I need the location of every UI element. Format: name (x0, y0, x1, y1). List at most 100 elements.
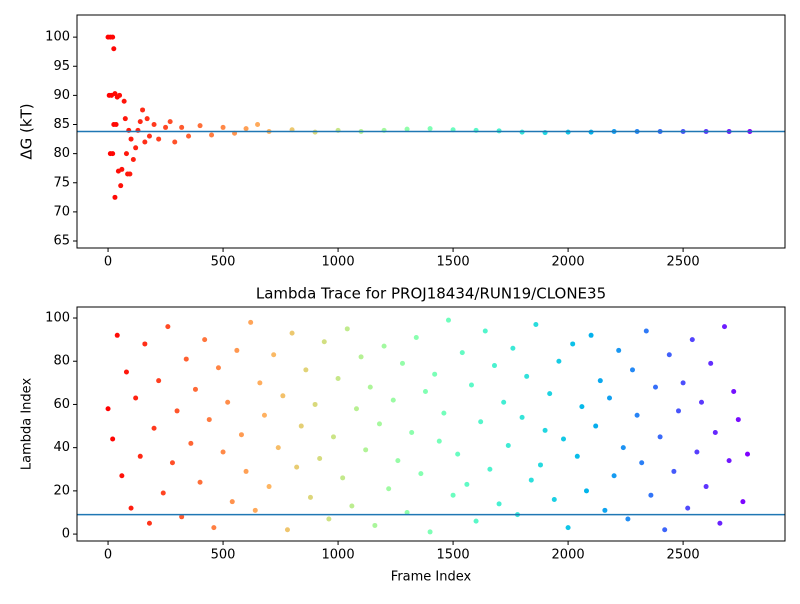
point (202, 337, 208, 343)
point (537, 462, 543, 468)
x-tick-label: 0 (104, 548, 112, 563)
point (491, 363, 497, 369)
point (133, 395, 139, 401)
point (118, 183, 124, 189)
point (482, 328, 488, 334)
point (533, 322, 539, 328)
point (593, 423, 599, 429)
point (441, 410, 447, 416)
point (349, 503, 355, 509)
point (399, 360, 405, 366)
y-tick-label: 75 (53, 175, 70, 190)
point (110, 436, 116, 442)
point (110, 151, 116, 157)
point (629, 367, 635, 373)
point (478, 419, 484, 425)
point (689, 337, 695, 343)
point (123, 151, 129, 157)
point (418, 471, 424, 477)
point (280, 393, 286, 399)
y-tick-label: 80 (53, 354, 70, 369)
point (271, 352, 277, 358)
point (620, 445, 626, 451)
point (163, 124, 169, 130)
point (395, 458, 401, 464)
point (731, 388, 737, 394)
x-tick-label: 500 (211, 255, 236, 270)
point (298, 423, 304, 429)
point (703, 484, 709, 490)
point (666, 352, 672, 358)
axes-frame (76, 306, 786, 542)
point (422, 388, 428, 394)
point (404, 126, 410, 132)
point (519, 414, 525, 420)
point (112, 194, 118, 200)
point (128, 136, 134, 142)
x-tick-label: 1500 (437, 255, 470, 270)
point (694, 449, 700, 455)
point (123, 369, 129, 375)
point (712, 430, 718, 436)
point (261, 412, 267, 418)
chart-title: Lambda Trace for PROJ18434/RUN19/CLONE35 (256, 285, 606, 303)
x-tick-label: 2000 (552, 255, 585, 270)
point (722, 324, 728, 330)
point (652, 384, 658, 390)
point (685, 505, 691, 511)
point (142, 341, 148, 347)
point (303, 367, 309, 373)
x-tick-label: 2000 (552, 548, 585, 563)
x-axis-label: Frame Index (391, 570, 472, 585)
point (215, 365, 221, 371)
point (183, 356, 189, 362)
point (505, 442, 511, 448)
point (206, 417, 212, 423)
point (372, 522, 378, 528)
y-tick-label: 65 (53, 234, 70, 249)
point (611, 473, 617, 479)
point (436, 438, 442, 444)
point (524, 373, 530, 379)
point (404, 509, 410, 515)
point (634, 412, 640, 418)
point (165, 324, 171, 330)
point (105, 406, 111, 412)
point (717, 520, 723, 526)
point (432, 371, 438, 377)
point (583, 488, 589, 494)
point (455, 451, 461, 457)
point (192, 386, 198, 392)
point (211, 525, 217, 531)
point (128, 505, 134, 511)
x-tick-label: 2500 (667, 255, 700, 270)
point (487, 466, 493, 472)
point (113, 122, 119, 128)
point (735, 417, 741, 423)
point (556, 358, 562, 364)
point (127, 171, 133, 177)
point (445, 317, 451, 323)
x-tick-label: 500 (211, 548, 236, 563)
point (597, 378, 603, 384)
point (140, 107, 146, 113)
point (639, 460, 645, 466)
point (606, 395, 612, 401)
point (358, 354, 364, 360)
y-tick-label: 90 (53, 88, 70, 103)
point (450, 492, 456, 498)
point (321, 339, 327, 345)
point (266, 484, 272, 490)
point (137, 119, 143, 125)
point (151, 122, 157, 128)
point (197, 479, 203, 485)
point (602, 507, 608, 513)
point (142, 139, 148, 145)
point (551, 497, 557, 503)
point (156, 378, 162, 384)
point (144, 116, 150, 122)
point (565, 525, 571, 531)
point (225, 399, 231, 405)
point (473, 518, 479, 524)
point (381, 343, 387, 349)
